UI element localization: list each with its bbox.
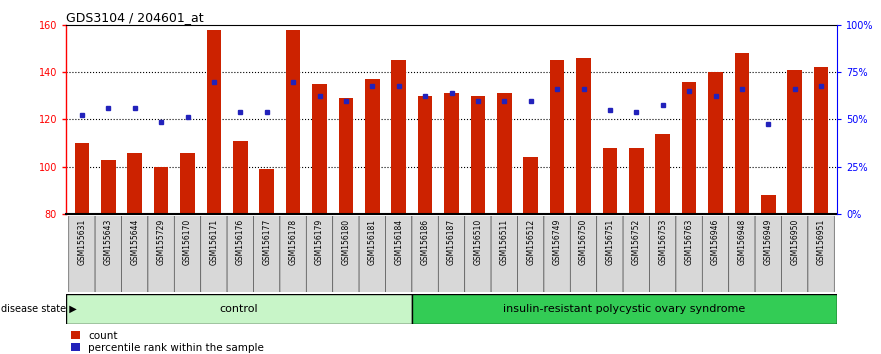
FancyBboxPatch shape [280,214,307,294]
Bar [470,96,485,214]
Text: control: control [219,304,258,314]
Text: GSM156510: GSM156510 [473,219,483,265]
Bar [629,148,644,214]
Text: GSM156948: GSM156948 [737,219,746,265]
FancyBboxPatch shape [491,214,517,294]
FancyBboxPatch shape [174,214,201,294]
Text: GSM155644: GSM155644 [130,219,139,266]
Text: GSM156752: GSM156752 [632,219,640,265]
Text: GSM156512: GSM156512 [526,219,536,265]
Text: GSM155631: GSM155631 [78,219,86,265]
FancyBboxPatch shape [227,214,254,294]
Text: GSM156187: GSM156187 [447,219,456,265]
Bar [761,195,775,214]
Text: GSM156170: GSM156170 [183,219,192,265]
Text: GSM156179: GSM156179 [315,219,324,265]
FancyBboxPatch shape [359,214,386,294]
Bar [655,134,670,214]
Bar [411,294,837,324]
FancyBboxPatch shape [122,214,148,294]
Text: GSM156751: GSM156751 [605,219,614,265]
Text: GSM156177: GSM156177 [263,219,271,265]
Text: GSM156950: GSM156950 [790,219,799,266]
Text: GSM156763: GSM156763 [685,219,693,266]
FancyBboxPatch shape [439,214,464,294]
Bar [233,141,248,214]
Text: GSM155729: GSM155729 [157,219,166,265]
Bar [603,148,618,214]
Bar [682,81,696,214]
Text: GSM156511: GSM156511 [500,219,509,265]
Bar [181,153,195,214]
FancyBboxPatch shape [781,214,808,294]
FancyBboxPatch shape [464,214,491,294]
Bar [814,67,828,214]
Text: GSM156181: GSM156181 [367,219,377,265]
Text: GSM156946: GSM156946 [711,219,720,266]
FancyBboxPatch shape [201,214,227,294]
FancyBboxPatch shape [95,214,122,294]
FancyBboxPatch shape [148,214,174,294]
FancyBboxPatch shape [596,214,623,294]
Bar [154,167,168,214]
FancyBboxPatch shape [517,214,544,294]
Legend: count, percentile rank within the sample: count, percentile rank within the sample [71,331,263,353]
Text: disease state ▶: disease state ▶ [1,304,77,314]
Text: GSM156750: GSM156750 [579,219,588,266]
Text: GSM156180: GSM156180 [342,219,351,265]
Bar [365,79,380,214]
FancyBboxPatch shape [702,214,729,294]
FancyBboxPatch shape [412,214,439,294]
Bar [338,98,353,214]
Bar [576,58,591,214]
FancyBboxPatch shape [333,214,359,294]
FancyBboxPatch shape [755,214,781,294]
Text: GSM156753: GSM156753 [658,219,667,266]
Bar [497,93,512,214]
FancyBboxPatch shape [544,214,570,294]
Bar [207,29,221,214]
FancyBboxPatch shape [623,214,649,294]
Bar [550,60,565,214]
Bar [101,160,115,214]
Text: GDS3104 / 204601_at: GDS3104 / 204601_at [66,11,204,24]
Bar [444,93,459,214]
Bar [128,153,142,214]
Bar [312,84,327,214]
FancyBboxPatch shape [69,214,95,294]
Bar [66,294,411,324]
FancyBboxPatch shape [307,214,333,294]
Bar [735,53,749,214]
Text: GSM156184: GSM156184 [394,219,403,265]
Bar [788,70,802,214]
FancyBboxPatch shape [570,214,596,294]
FancyBboxPatch shape [729,214,755,294]
Text: GSM155643: GSM155643 [104,219,113,266]
Text: GSM156186: GSM156186 [420,219,430,265]
Text: GSM156949: GSM156949 [764,219,773,266]
Text: GSM156951: GSM156951 [817,219,825,265]
FancyBboxPatch shape [649,214,676,294]
Text: GSM156749: GSM156749 [552,219,561,266]
Bar [708,72,722,214]
Bar [285,29,300,214]
Text: GSM156171: GSM156171 [210,219,218,265]
FancyBboxPatch shape [808,214,834,294]
Bar [391,60,406,214]
FancyBboxPatch shape [676,214,702,294]
Text: insulin-resistant polycystic ovary syndrome: insulin-resistant polycystic ovary syndr… [503,304,745,314]
Bar [259,169,274,214]
Bar [523,157,538,214]
FancyBboxPatch shape [386,214,412,294]
Text: GSM156176: GSM156176 [236,219,245,265]
Bar [75,143,89,214]
Text: GSM156178: GSM156178 [289,219,298,265]
Bar [418,96,433,214]
FancyBboxPatch shape [254,214,280,294]
